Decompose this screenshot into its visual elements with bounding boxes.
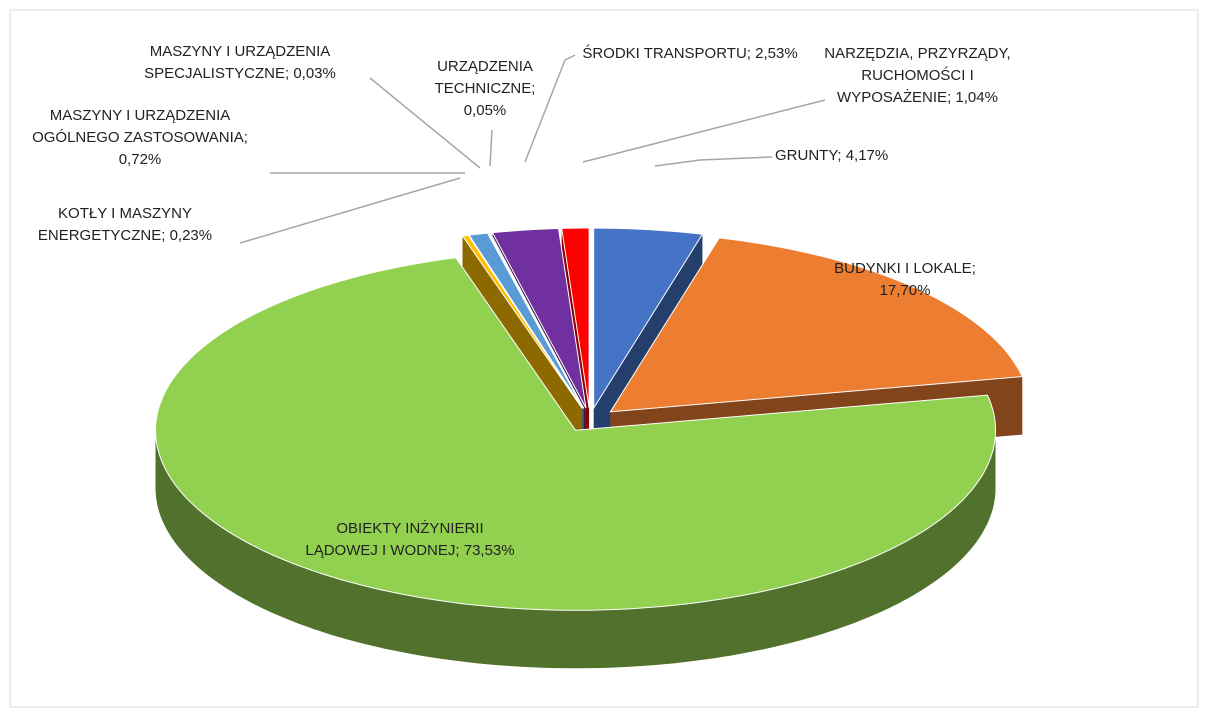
data-label: KOTŁY I MASZYNY ENERGETYCZNE; 0,23%: [37, 205, 213, 244]
leader-line: [654, 156, 773, 167]
slice: [487, 232, 585, 409]
data-label: URZĄDZENIA TECHNICZNE; 0,05%: [434, 58, 536, 119]
data-label: MASZYNY I URZĄDZENIA SPECJALISTYCZNE; 0,…: [144, 43, 336, 82]
slice: [609, 237, 1024, 413]
slice: [468, 232, 584, 409]
slice: [561, 227, 590, 409]
data-label: ŚRODKI TRANSPORTU; 2,53%: [582, 45, 798, 62]
slice-side: [155, 430, 996, 669]
leader-line: [369, 77, 481, 169]
data-label: MASZYNY I URZĄDZENIA OGÓLNEGO ZASTOSOWAN…: [32, 107, 248, 168]
data-label: OBIEKTY INŻYNIERII LĄDOWEJ I WODNEJ; 73,…: [305, 520, 515, 559]
slice: [461, 234, 583, 409]
slice: [593, 227, 704, 410]
leader-line: [239, 177, 461, 244]
leader-line: [524, 54, 576, 163]
data-label: BUDYNKI I LOKALE; 17,70%: [834, 260, 976, 299]
leader-line: [582, 99, 826, 163]
data-label: NARZĘDZIA, PRZYRZĄDY, RUCHOMOŚCI I WYPOS…: [824, 45, 1011, 106]
slice: [491, 227, 587, 409]
slice: [155, 257, 996, 611]
pie: [155, 227, 1024, 669]
data-label: GRUNTY; 4,17%: [775, 147, 889, 164]
leader-line: [489, 129, 493, 167]
